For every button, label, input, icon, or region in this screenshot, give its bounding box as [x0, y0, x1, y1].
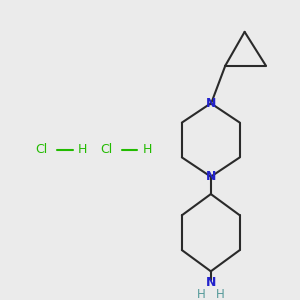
- Text: N: N: [206, 97, 216, 110]
- Text: Cl: Cl: [100, 143, 113, 156]
- Text: N: N: [206, 170, 216, 183]
- Text: Cl: Cl: [36, 143, 48, 156]
- Text: H: H: [197, 288, 206, 300]
- Text: N: N: [206, 276, 216, 290]
- Text: H: H: [216, 288, 225, 300]
- Text: H: H: [78, 143, 87, 156]
- Text: H: H: [142, 143, 152, 156]
